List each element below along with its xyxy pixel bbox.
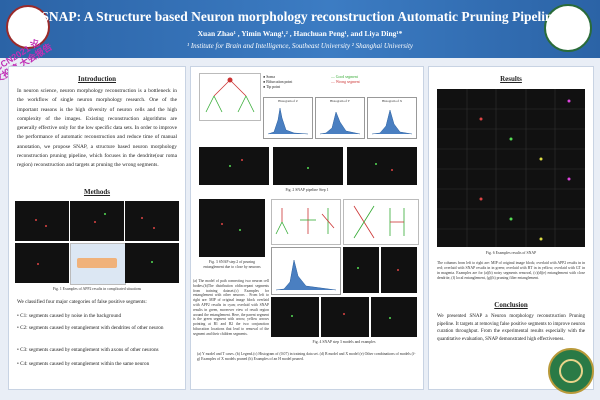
fig2-legend-lines: — Good segment — Wrong segment [331,75,395,85]
histogram-z: Histogram of Z [263,97,313,139]
title-banner [0,0,600,58]
fig4-example-f [343,247,379,293]
results-fig-caption: Fig. 6 Examples results of SNAP [485,251,537,255]
model-y-t-icon [275,208,335,235]
category-item-text: C2: segments caused by entanglement with… [20,325,164,331]
fig2-example-b [273,147,343,185]
histogram-y-bars [319,111,361,135]
legend-item-wrong: — Wrong segment [331,80,360,84]
university-logo-right [544,4,592,52]
fig4-example-h1 [271,297,319,337]
fig2-example-c [347,147,417,185]
conclusion-text: We presented SNAP a Neuron morphology re… [437,314,585,342]
poster-affiliation: ¹ Institute for Brain and Intelligence, … [186,42,414,50]
fig1-caption: Fig. 1 Examples of APP2 results in compl… [52,287,142,291]
fig2-example-a [199,147,269,185]
fig1-panel-d [15,243,69,283]
fig2-caption: Fig. 2 SNAP pipeline Step 1 [285,188,329,192]
fig1-panel-c [125,201,179,241]
legend-label: Bifurcation point [266,80,293,84]
fig4-example-h3 [371,297,417,337]
legend-item-tip: ● Tip point [263,85,281,89]
fig4-description: (a) Y model and T cases. (b) Legend.(c) … [197,352,416,361]
fig1-diagram [70,243,126,285]
category-item-c3: • C3: segments caused by entanglement wi… [17,347,159,353]
histogram-title: Histogram of Y [330,99,350,103]
category-item-text: C3: segments caused by entanglement with… [20,347,159,353]
legend-label: Good segment [335,75,358,79]
conclusion-heading: Conclusion [494,301,528,309]
right-column: Results Fig. 6 Examples results of SN [428,66,594,390]
histogram-x-bars [371,109,413,135]
poster-title: SNAP: A Structure based Neuron morpholog… [41,9,559,24]
university-logo-left [6,5,50,49]
poster-authors: Xuan Zhao¹ , Yimin Wang¹,² , Hanchuan Pe… [197,29,403,38]
introduction-heading: Introduction [78,75,116,83]
middle-column: ● Soma ● Bifurcation point ● Tip point —… [190,66,424,390]
fig3-image [199,199,265,257]
university-logo-bottom [548,348,594,394]
histogram-x: Histogram of X [367,97,417,139]
histogram-title: Histogram of X [381,99,402,103]
results-fig-description: The columns from left to right are: MIP … [437,261,585,280]
results-grid-lines [437,89,585,247]
fig4-example-g [381,247,417,293]
fig4-histogram [271,247,341,295]
category-item-c1: • C1: segments caused by noise in the ba… [17,313,122,319]
legend-item-bifurcation: ● Bifurcation point [263,80,293,84]
left-column: Introduction In neuron science, neuron m… [8,66,186,390]
fig4-example-h2 [321,297,369,337]
legend-item-soma: ● Soma [263,75,275,79]
fig1-panel-b [70,201,124,241]
category-item-c2: • C2: segments caused by entanglement wi… [17,325,164,331]
introduction-text: In neuron science, neuron morphology rec… [17,88,177,169]
fig1-panel-a [15,201,69,241]
fig1-panel-e [125,243,179,283]
fig4-model-diagrams-b [343,199,419,245]
fig2-tree-diagram [199,73,261,121]
legend-label: Wrong segment [335,80,360,84]
category-item-text: C1: segments caused by noise in the back… [20,313,122,319]
results-figure-grid [437,89,585,247]
fig4-model-diagrams [271,199,341,245]
legend-item-good: — Good segment [331,75,358,79]
legend-label: Soma [266,75,275,79]
legend-label: Tip point [266,85,281,89]
neuron-tree-icon [205,77,255,113]
fig3-caption: Fig. 3 SNAP step 2 of pruning entangleme… [203,260,261,269]
methods-lead: We classified four major categories of f… [17,299,147,305]
model-x-b-icon [353,205,405,239]
fig4-caption: Fig. 4 SNAP step 3 models and examples [312,340,376,344]
methods-heading: Methods [83,188,111,196]
fig4-histogram-bars [275,259,337,291]
category-item-text: C4: segments caused by entanglement with… [20,361,150,367]
histogram-title: Histogram of Z [278,99,298,103]
fig2-legend: ● Soma ● Bifurcation point ● Tip point [263,75,327,90]
histogram-y: Histogram of Y [315,97,365,139]
results-heading: Results [500,75,522,83]
histogram-z-bars [267,107,309,135]
category-item-c4: • C4: segments caused by entanglement wi… [17,361,150,367]
step2-description: (a) The model of path connecting two neu… [193,279,269,336]
